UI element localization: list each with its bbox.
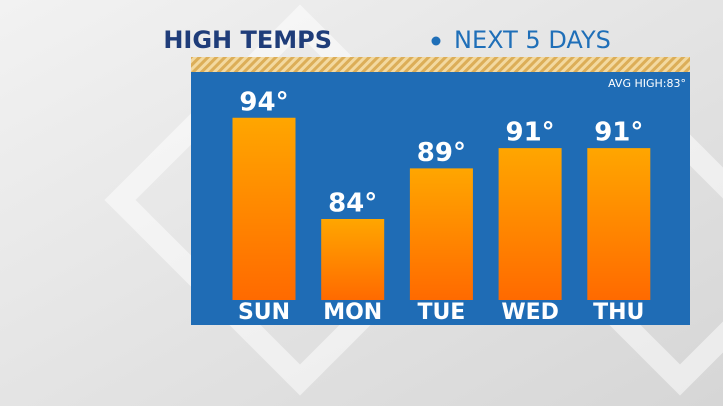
value-label: 84°	[328, 189, 377, 219]
separator	[431, 36, 441, 46]
chart-title: HIGH TEMPS	[163, 26, 332, 54]
x-tick-label: THU	[593, 300, 644, 325]
x-tick-label: SUN	[238, 300, 290, 325]
value-label: 94°	[239, 87, 288, 117]
value-label: 91°	[506, 118, 555, 148]
bar	[321, 219, 385, 300]
value-label: 89°	[417, 138, 466, 168]
bar	[409, 168, 473, 300]
x-tick-label: MON	[323, 300, 382, 325]
bar	[587, 148, 651, 300]
x-tick-label: WED	[501, 300, 559, 325]
chart-subtitle: NEXT 5 DAYS	[454, 26, 611, 54]
value-label: 91°	[594, 118, 643, 148]
stripe	[191, 57, 690, 72]
x-tick-label: TUE	[417, 300, 465, 325]
bar	[232, 117, 296, 300]
bar	[498, 148, 562, 300]
annotation: AVG HIGH:83°	[608, 77, 686, 90]
